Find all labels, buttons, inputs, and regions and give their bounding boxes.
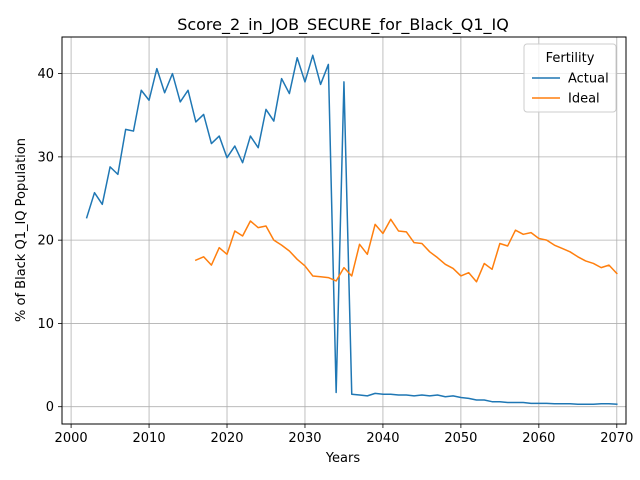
x-tick-label: 2040	[366, 431, 399, 446]
x-tick-label: 2060	[522, 431, 555, 446]
series-line-actual	[85, 54, 618, 405]
plot-frame	[61, 36, 627, 425]
legend-label-ideal: Ideal	[568, 92, 600, 107]
x-tick-label: 2020	[210, 431, 243, 446]
y-tick-label: 0	[46, 400, 54, 415]
legend: Fertility Actual Ideal	[523, 43, 617, 113]
y-tick-label: 20	[37, 234, 54, 249]
axis-ticks: 2000 2010 2020 2030 2040 2050 2060 207001020304…	[37, 67, 633, 446]
chart-title: Score_2_in_JOB_SECURE_for_Black_Q1_IQ	[177, 15, 509, 35]
y-tick-label: 40	[37, 67, 54, 82]
y-axis-title: % of Black Q1_IQ Population	[14, 138, 29, 322]
grid	[62, 37, 626, 424]
x-tick-label: 2000	[55, 431, 88, 446]
x-tick-label: 2050	[444, 431, 477, 446]
legend-box	[523, 43, 617, 113]
x-tick-label: 2030	[288, 431, 321, 446]
legend-items: Actual Ideal	[532, 72, 609, 107]
y-tick-label: 30	[37, 150, 54, 165]
legend-label-actual: Actual	[568, 72, 609, 87]
series-line-ideal	[194, 218, 618, 283]
x-tick-label: 2070	[600, 431, 633, 446]
x-axis-title: Years	[325, 451, 361, 466]
x-tick-label: 2010	[133, 431, 166, 446]
legend-title: Fertility	[546, 51, 595, 66]
y-tick-label: 10	[37, 317, 54, 332]
series-lines	[85, 54, 618, 405]
